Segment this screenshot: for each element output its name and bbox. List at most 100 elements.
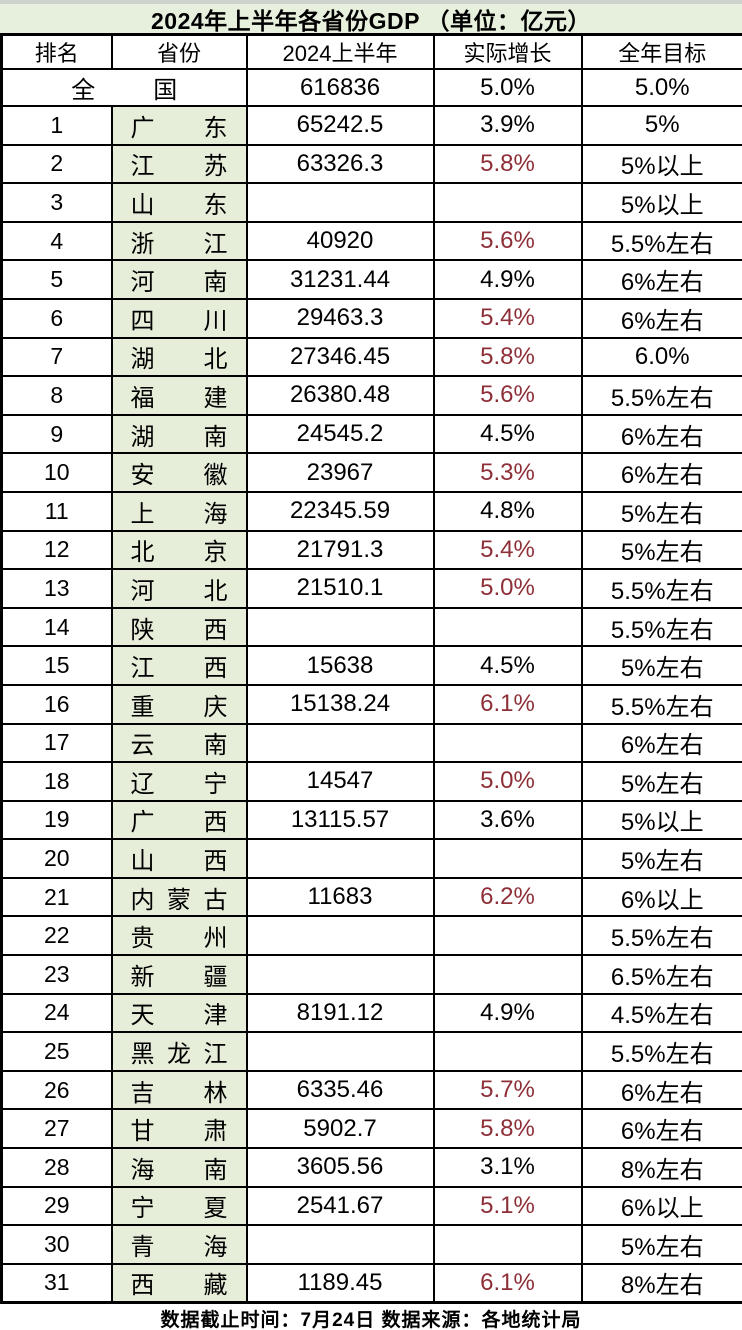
- province-char: 徽: [203, 462, 228, 490]
- growth-cell: 6.1%: [432, 683, 583, 725]
- table-row: 19 广西 13115.57 3.6% 5%以上: [0, 799, 742, 841]
- province-char: 州: [203, 925, 228, 953]
- province-name: 陕西: [114, 610, 245, 645]
- target-cell: 5%左右: [580, 838, 742, 879]
- table-row: 23 新疆 6.5%左右: [0, 954, 742, 995]
- province-name: 河北: [114, 571, 245, 606]
- province-char: 四: [130, 307, 155, 335]
- province-char: 西: [130, 1272, 155, 1300]
- target-cell: 8%左右: [580, 1147, 742, 1188]
- province-cell: 四川: [110, 297, 248, 339]
- province-cell: 山东: [110, 182, 248, 223]
- province-char: 贵: [130, 925, 155, 953]
- gdp-cell: 21510.1: [245, 568, 435, 609]
- rank-cell: 25: [0, 1031, 113, 1072]
- target-cell: 5.5%左右: [580, 915, 742, 957]
- gdp-cell: 5902.7: [245, 1108, 435, 1150]
- province-char: 山: [130, 191, 155, 219]
- province-char: 吉: [130, 1079, 155, 1107]
- target-cell: 5%左右: [580, 1224, 742, 1265]
- table-row: 1 广东 65242.5 3.9% 5%: [0, 105, 742, 146]
- table-row: 15 江西 15638 4.5% 5%左右: [0, 645, 742, 686]
- target-cell: 5%以上: [580, 143, 742, 185]
- province-name: 内蒙古: [114, 880, 245, 915]
- rank-cell: 22: [0, 915, 113, 957]
- province-name: 河南: [114, 262, 245, 297]
- table-row: 2 江苏 63326.3 5.8% 5%以上: [0, 143, 742, 185]
- province-char: 上: [130, 500, 155, 528]
- gdp-cell: 8191.12: [245, 992, 435, 1034]
- table-row: 3 山东 5%以上: [0, 182, 742, 223]
- table-row: 24 天津 8191.12 4.9% 4.5%左右: [0, 992, 742, 1034]
- target-cell: 5%左右: [580, 645, 742, 686]
- gdp-cell: 15638: [245, 645, 435, 686]
- province-cell: 湖南: [110, 413, 248, 455]
- gdp-cell: 21791.3: [245, 529, 435, 571]
- province-char: 川: [203, 307, 228, 335]
- province-cell: 山西: [110, 838, 248, 879]
- rank-cell: 6: [0, 297, 113, 339]
- national-gdp-cell: 616836: [245, 68, 435, 107]
- target-cell: 5.5%左右: [580, 568, 742, 609]
- table-row: 10 安徽 23967 5.3% 6%左右: [0, 452, 742, 493]
- province-cell: 新疆: [110, 954, 248, 995]
- gdp-cell: 11683: [245, 876, 435, 918]
- target-cell: 5%: [580, 105, 742, 146]
- province-char: 辽: [130, 770, 155, 798]
- growth-cell: 5.3%: [432, 452, 583, 493]
- province-char: 南: [203, 1156, 228, 1184]
- province-cell: 甘肃: [110, 1108, 248, 1150]
- province-cell: 辽宁: [110, 761, 248, 802]
- province-name: 吉林: [114, 1073, 245, 1108]
- province-char: 东: [203, 114, 228, 142]
- growth-cell: [432, 1224, 583, 1265]
- gdp-cell: [245, 838, 435, 879]
- province-cell: 青海: [110, 1224, 248, 1265]
- rank-cell: 13: [0, 568, 113, 609]
- target-cell: 5.5%左右: [580, 220, 742, 262]
- province-char: 国: [153, 77, 178, 104]
- growth-cell: 5.1%: [432, 1185, 583, 1227]
- target-cell: 6%以上: [580, 876, 742, 918]
- growth-cell: 4.5%: [432, 413, 583, 455]
- province-cell: 浙江: [110, 220, 248, 262]
- table-row: 22 贵 州 5.5%左右: [0, 915, 742, 957]
- table-row: 21 内蒙古 11683 6.2% 6%以上: [0, 876, 742, 918]
- province-cell: 云南: [110, 722, 248, 764]
- province-cell: 江西: [110, 645, 248, 686]
- province-name: 北京: [114, 533, 245, 568]
- province-name: 福建: [114, 378, 245, 413]
- rank-cell: 28: [0, 1147, 113, 1188]
- growth-cell: 6.1%: [432, 1262, 583, 1304]
- province-name: 山东: [114, 185, 245, 220]
- province-char: 藏: [203, 1272, 228, 1300]
- province-char: 西: [203, 809, 228, 837]
- province-name: 青海: [114, 1227, 245, 1262]
- province-cell: 湖北: [110, 336, 248, 378]
- table-row: 8 福建 26380.48 5.6% 5.5%左右: [0, 375, 742, 416]
- rank-cell: 2: [0, 143, 113, 185]
- province-char: 夏: [203, 1195, 228, 1223]
- gdp-cell: 31231.44: [245, 259, 435, 300]
- gdp-cell: 14547: [245, 761, 435, 802]
- province-char: 江: [130, 153, 155, 181]
- rank-cell: 5: [0, 259, 113, 300]
- province-char: 湖: [130, 423, 155, 451]
- province-char: 海: [203, 1234, 228, 1262]
- gdp-cell: 3605.56: [245, 1147, 435, 1188]
- table-row: 20 山西 5%左右: [0, 838, 742, 879]
- province-cell: 广西: [110, 799, 248, 841]
- province-char: 东: [203, 191, 228, 219]
- growth-cell: 4.9%: [432, 259, 583, 300]
- province-char: 湖: [130, 346, 155, 374]
- top-strip: [0, 0, 742, 4]
- target-cell: 5%左右: [580, 761, 742, 802]
- province-name: 海南: [114, 1150, 245, 1185]
- province-char: 青: [130, 1234, 155, 1262]
- province-char: 南: [203, 423, 228, 451]
- target-cell: 6%左右: [580, 297, 742, 339]
- province-char: 安: [130, 462, 155, 490]
- province-char: 庆: [203, 693, 228, 721]
- rank-cell: 15: [0, 645, 113, 686]
- province-cell: 江苏: [110, 143, 248, 185]
